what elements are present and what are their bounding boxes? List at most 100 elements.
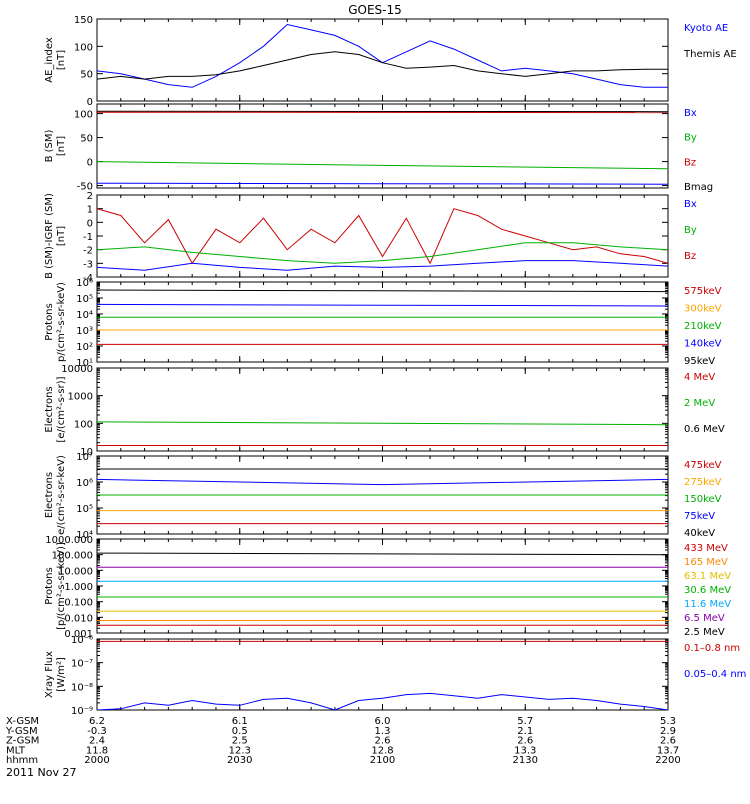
- panel-6: 10⁴10⁵10⁶10⁷Electronse/(cm²-s-sr-keV)475…: [44, 452, 722, 541]
- legend-entry: Bz: [684, 251, 696, 262]
- y-tick-label: 50: [80, 70, 93, 81]
- y-tick-label: -2: [83, 246, 93, 257]
- y-axis-label-line: [W/m²]: [56, 657, 67, 692]
- legend-entry: Bx: [684, 199, 697, 210]
- y-tick-label: 1.000: [64, 582, 93, 593]
- legend-entry: Kyoto AE: [684, 23, 728, 34]
- series-line-75kev: [97, 479, 668, 484]
- y-tick-label: 10000: [61, 364, 93, 375]
- y-tick-label: 10⁶: [76, 478, 93, 489]
- y-axis-label-line: Protons: [44, 303, 55, 340]
- y-tick-label: 1000: [68, 392, 93, 403]
- series-line-by: [97, 162, 668, 169]
- y-axis-label-line: [nT]: [56, 226, 67, 246]
- y-tick-label: 0.100: [64, 598, 93, 609]
- series-line-bz: [97, 209, 668, 264]
- y-axis-label-line: B (SM)-IGRF (SM): [44, 193, 55, 279]
- y-tick-label: 100: [74, 419, 93, 430]
- y-axis-label: B (SM)[nT]: [44, 129, 67, 162]
- y-axis-label-line: [e/(cm²-s-sr)]: [56, 376, 67, 442]
- y-tick-label: 10⁶: [76, 278, 93, 289]
- x-axis-value: 2100: [370, 755, 395, 766]
- series-line-themis-ae: [97, 52, 668, 79]
- y-tick-label: 10⁻⁶: [71, 635, 93, 646]
- y-axis-label: Electronse/(cm²-s-sr-keV): [44, 455, 67, 535]
- legend-entry: 165 MeV: [684, 557, 728, 568]
- legend-entry: 4 MeV: [684, 372, 715, 383]
- legend-entry: 0.6 MeV: [684, 424, 725, 435]
- y-tick-label: 10⁴: [76, 310, 93, 321]
- y-tick-label: 10⁵: [76, 504, 93, 515]
- y-tick-label: 150: [74, 15, 93, 26]
- y-axis-label: AE_index[nT]: [44, 37, 67, 83]
- y-axis-label: Xray Flux[W/m²]: [44, 651, 67, 698]
- y-tick-label: -1: [83, 232, 93, 243]
- legend-entry: 63.1 MeV: [684, 571, 731, 582]
- series-line-2-mev: [97, 422, 668, 425]
- plot-frame: [97, 282, 668, 362]
- panel-4: 10¹10²10³10⁴10⁵10⁶Protonsp/(cm²-s-sr-keV…: [44, 278, 722, 369]
- series-line-140kev: [97, 304, 668, 306]
- y-axis-label-line: Electrons: [44, 472, 55, 518]
- y-tick-label: 50: [80, 134, 93, 145]
- y-axis-label-line: [p/(cm²-s-sr-keV)]: [56, 542, 67, 630]
- y-tick-label: 10⁻⁷: [71, 659, 93, 670]
- y-axis-label: Electrons[e/(cm²-s-sr)]: [44, 376, 67, 442]
- y-tick-label: 100: [74, 42, 93, 53]
- legend-entry: 275keV: [684, 477, 722, 488]
- y-axis-label-line: e/(cm²-s-sr-keV): [56, 455, 67, 535]
- y-tick-label: 10³: [76, 326, 93, 337]
- legend-entry: Bz: [684, 157, 696, 168]
- legend-entry: 95keV: [684, 356, 715, 367]
- y-tick-label: 10⁻⁸: [71, 682, 93, 693]
- legend-entry: 300keV: [684, 304, 722, 315]
- y-axis-label: B (SM)-IGRF (SM)[nT]: [44, 193, 67, 279]
- panel-1: 0 50 100 150 AE_index[nT] Kyoto AE Themis AE: [44, 15, 737, 108]
- legend-entry: 11.6 MeV: [684, 599, 731, 610]
- series-line-bx: [97, 261, 668, 271]
- plot-frame: [97, 368, 668, 451]
- legend-entry: 6.5 MeV: [684, 613, 725, 624]
- legend-entry: 75keV: [684, 511, 715, 522]
- legend-entry: 210keV: [684, 321, 722, 332]
- y-tick-label: 0: [87, 158, 93, 169]
- series-line-kyoto-ae: [97, 25, 668, 88]
- legend-entry: 2.5 MeV: [684, 627, 725, 638]
- legend-entry: 140keV: [684, 339, 722, 350]
- y-tick-label: 0: [87, 97, 93, 108]
- legend-entry: 0.05–0.4 nm: [684, 669, 746, 680]
- series-line-bmag: [97, 111, 668, 112]
- legend-entry: 575keV: [684, 286, 722, 297]
- y-tick-label: 0.010: [64, 613, 93, 624]
- legend-entry: Bmag: [684, 182, 713, 193]
- x-axis-value: 2200: [655, 755, 680, 766]
- legend-entry: 30.6 MeV: [684, 585, 731, 596]
- legend-entry: 150keV: [684, 494, 722, 505]
- y-tick-label: 0: [87, 218, 93, 229]
- legend-entry: Themis AE: [683, 49, 737, 60]
- y-axis-label-line: B (SM): [44, 129, 55, 162]
- y-axis-label-line: [nT]: [56, 136, 67, 156]
- legend-entry: 475keV: [684, 460, 722, 471]
- y-tick-label: 2: [87, 191, 93, 202]
- legend-entry: 2 MeV: [684, 398, 715, 409]
- panel-7: 0.0010.0100.1001.00010.000100.0001000.00…: [44, 535, 731, 640]
- date-label: 2011 Nov 27: [6, 766, 76, 779]
- y-axis-label-line: Protons: [44, 567, 55, 604]
- y-axis-label-line: [nT]: [56, 50, 67, 70]
- x-axis-row-label: hhmm: [6, 755, 38, 766]
- x-axis-value: 2130: [513, 755, 538, 766]
- y-tick-label: -3: [83, 259, 93, 270]
- y-tick-label: 1000.000: [45, 535, 93, 546]
- legend-entry: By: [684, 133, 697, 144]
- y-tick-label: 1: [87, 205, 93, 216]
- legend-entry: 40keV: [684, 528, 715, 539]
- plot-frame: [97, 104, 668, 188]
- plot-frame: [97, 19, 668, 101]
- y-axis-label-line: AE_index: [44, 37, 55, 83]
